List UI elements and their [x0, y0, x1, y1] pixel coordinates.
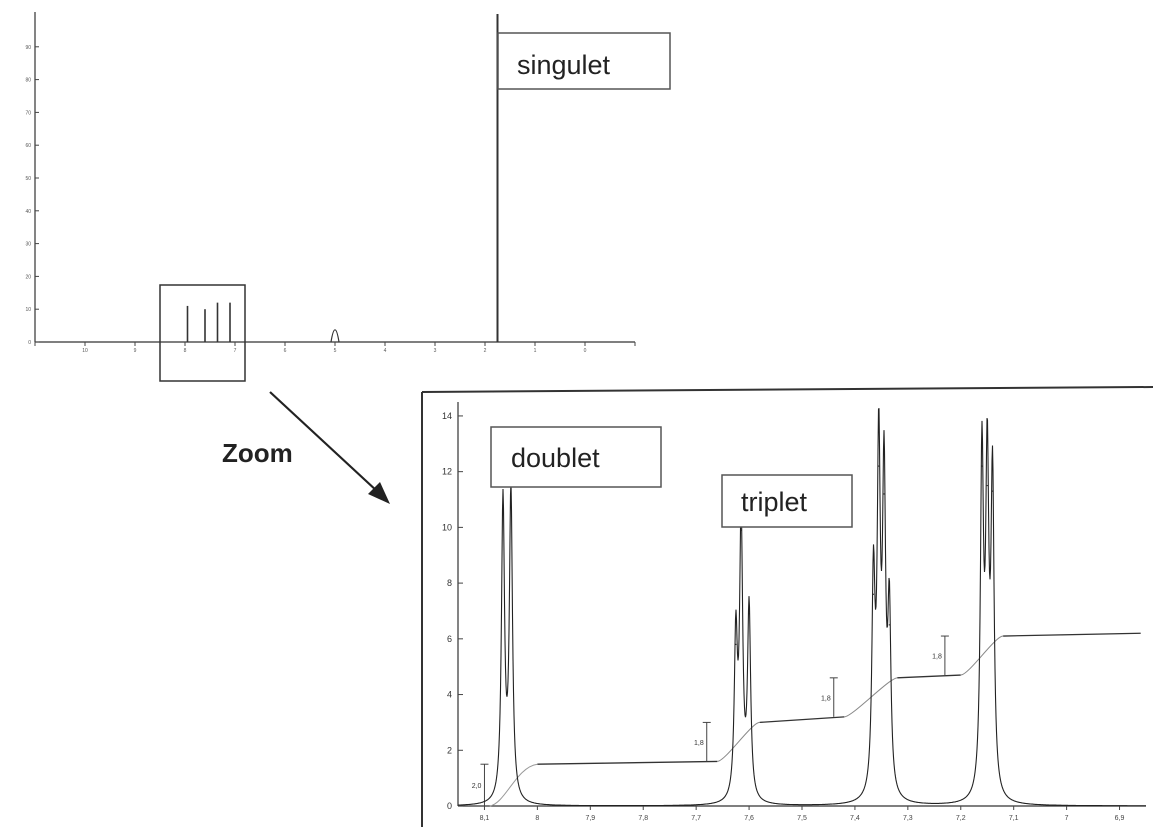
peak-point — [872, 593, 875, 595]
overview-y-tick-label: 10 — [25, 307, 31, 313]
zoom-x-tick-label: 7,8 — [638, 815, 648, 822]
integral-step — [897, 674, 961, 679]
zoom-arrow — [269, 391, 390, 504]
triplet-label-box — [721, 474, 853, 528]
overview-x-tick-label: 10 — [82, 348, 88, 354]
integral-value-label: 1,8 — [932, 654, 942, 661]
zoom-x-tick-label: 8,1 — [480, 815, 490, 822]
overview-y-tick-label: 20 — [25, 274, 31, 280]
zoomed-spectrum: 0 2 4 6 8 10 12 14 8,1 8 7,9 7,8 7,7 7,6 7,5 7,4 7,3 7,2… — [421, 386, 1153, 827]
overview-x-tick-label: 1 — [534, 348, 537, 354]
zoom-x-tick-label: 7,1 — [1009, 815, 1019, 822]
integral-value-label: 2,0 — [472, 783, 482, 790]
integral-value-label: 1,8 — [694, 740, 704, 747]
zoom-x-tick-label: 7,6 — [744, 815, 754, 822]
zoom-y-tick-label: 14 — [442, 411, 452, 421]
zoom-y-tick-label: 8 — [447, 578, 452, 588]
zoom-y-ticks: 0 2 4 6 8 10 12 14 — [442, 411, 463, 811]
integral-step — [1003, 632, 1141, 637]
overview-y-tick-label: 50 — [25, 176, 31, 182]
peak-point — [883, 493, 885, 495]
zoom-x-tick-label: 7,2 — [956, 815, 966, 822]
integral-rise — [960, 635, 1004, 676]
zoom-frame-top — [421, 386, 1153, 393]
overview-x-ticks: 10 9 8 7 6 5 4 3 2 1 0 — [34, 342, 636, 354]
overview-y-tick-label: 70 — [25, 110, 31, 116]
overview-y-tick-label: 80 — [25, 78, 31, 84]
peak-point — [981, 465, 983, 467]
overview-x-tick-label: 5 — [334, 348, 337, 354]
triplet-label: triplet — [741, 487, 808, 517]
zoom-y-tick-label: 0 — [447, 801, 452, 811]
overview-peak — [330, 329, 340, 343]
zoom-x-tick-label: 7,3 — [903, 815, 913, 822]
peak-point — [986, 484, 988, 487]
singulet-label: singulet — [517, 50, 611, 80]
zoom-x-tick-label: 7 — [1065, 815, 1069, 822]
overview-x-tick-label: 8 — [184, 348, 187, 354]
singulet-label-box — [497, 32, 671, 90]
zoom-x-tick-label: 8 — [535, 815, 539, 822]
zoom-x-tick-label: 7,9 — [585, 815, 595, 822]
overview-y-tick-label: 30 — [25, 242, 31, 248]
peak-point — [510, 496, 512, 498]
zoom-x-tick-label: 7,4 — [850, 815, 860, 822]
zoom-y-tick-label: 2 — [447, 745, 452, 755]
integral-rise — [489, 763, 538, 807]
integral-curve — [489, 632, 1141, 807]
zoom-y-tick-label: 6 — [447, 634, 452, 644]
overview-y-tick-label: 60 — [25, 143, 31, 149]
zoom-x-tick-label: 7,5 — [797, 815, 807, 822]
peak-point — [878, 465, 880, 467]
overview-y-tick-label: 0 — [28, 340, 31, 346]
zoom-x-tick-label: 7,7 — [691, 815, 701, 822]
overview-x-tick-label: 4 — [384, 348, 387, 354]
integral-rise — [717, 721, 760, 762]
overview-x-tick-label: 0 — [584, 348, 587, 354]
overview-x-tick-label: 9 — [134, 348, 137, 354]
zoom-window-box — [159, 284, 246, 382]
peak-point — [735, 643, 737, 646]
overview-y-ticks: 0 10 20 30 40 50 60 70 80 90 — [25, 45, 39, 346]
overview-y-tick-label: 40 — [25, 209, 31, 215]
zoom-y-tick-label: 4 — [447, 690, 452, 700]
peak-point — [991, 490, 994, 492]
overview-x-tick-label: 6 — [284, 348, 287, 354]
zoom-peaks — [457, 408, 1146, 807]
zoom-x-ticks: 8,1 8 7,9 7,8 7,7 7,6 7,5 7,4 7,3 7,2 7,1 7 6,9 — [480, 806, 1125, 822]
overview-x-tick-label: 7 — [234, 348, 237, 354]
zoom-x-tick-label: 6,9 — [1115, 815, 1125, 822]
peak-point — [502, 504, 504, 506]
overview-x-tick-label: 3 — [434, 348, 437, 354]
zoom-y-tick-label: 10 — [442, 522, 452, 532]
doublet-label-box — [490, 426, 662, 488]
integral-step — [537, 760, 718, 765]
peak-point — [748, 613, 750, 615]
integral-values: 2,0 1,8 1,8 1,8 — [472, 635, 949, 806]
spectrum-trace — [457, 408, 1146, 807]
integral-value-label: 1,8 — [821, 695, 831, 702]
zoom-label: Zoom — [222, 438, 293, 468]
overview-peaks — [186, 14, 499, 343]
overview-x-tick-label: 2 — [484, 348, 487, 354]
doublet-label: doublet — [511, 443, 600, 473]
zoom-y-tick-label: 12 — [442, 467, 452, 477]
overview-y-tick-label: 90 — [25, 45, 31, 51]
peak-point — [888, 624, 890, 626]
peak-point — [740, 529, 742, 531]
integral-step — [759, 716, 845, 724]
